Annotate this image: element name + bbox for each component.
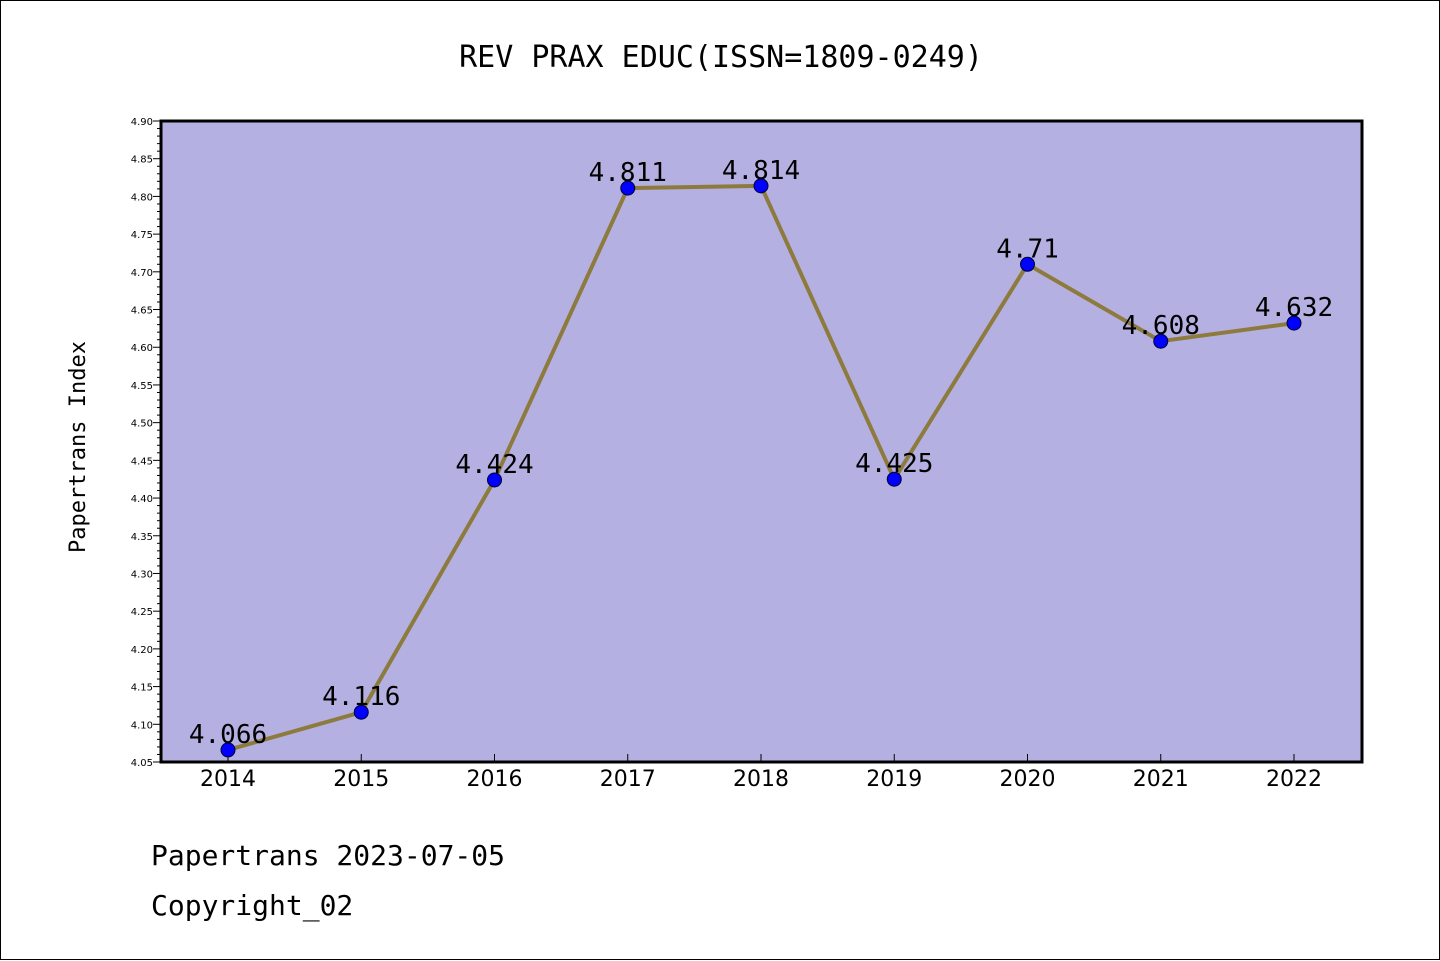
data-label: 4.632 [1255,293,1333,323]
y-tick-label: 4.85 [131,155,153,166]
y-tick-label: 4.75 [131,230,153,241]
data-label: 4.066 [189,720,267,750]
x-tick-label: 2014 [200,767,256,792]
x-tick-label: 2021 [1133,767,1189,792]
x-tick-label: 2015 [333,767,389,792]
y-tick-label: 4.70 [131,268,153,279]
data-point [1020,256,1035,272]
data-point [753,178,769,194]
y-tick-label: 4.05 [131,758,153,769]
data-point [487,472,502,488]
y-tick-label: 4.40 [131,494,153,505]
y-tick-label: 4.30 [131,569,153,580]
y-tick-label: 4.25 [131,607,153,618]
x-tick-label: 2017 [600,767,656,792]
y-tick-label: 4.90 [131,117,153,128]
y-tick-label: 4.65 [131,306,153,317]
data-point [620,180,636,196]
x-tick-label: 2018 [733,767,789,792]
y-tick-label: 4.55 [131,381,153,392]
plot-area [161,121,1362,762]
y-tick-label: 4.35 [131,532,153,543]
data-label: 4.608 [1122,311,1200,341]
x-tick-label: 2019 [866,767,922,792]
chart-title: REV PRAX EDUC(ISSN=1809-0249) [459,40,983,75]
data-label: 4.814 [722,156,800,186]
data-point [1286,315,1302,331]
data-point [353,704,369,720]
footer-copyright: Copyright_02 [151,889,353,923]
data-point [220,742,236,758]
y-tick-label: 4.15 [131,683,153,694]
data-label: 4.424 [455,450,533,480]
data-label: 4.425 [855,449,933,479]
ticks-layer: 4.05 4.10 4.15 4.20 4.25 4.30 4.35 4.40 4.45 4.50… [131,117,1322,792]
x-tick-label: 2016 [467,767,523,792]
data-label: 4.71 [996,234,1059,264]
data-point [1153,333,1169,349]
data-label: 4.811 [589,158,667,188]
y-tick-label: 4.60 [131,343,153,354]
x-tick-label: 2020 [1000,767,1056,792]
y-tick-label: 4.10 [131,720,153,731]
y-tick-label: 4.45 [131,456,153,467]
data-point [886,471,902,487]
y-tick-label: 4.50 [131,419,153,430]
data-label-layer: 4.066 4.116 4.424 4.811 4.814 4.425 4.71 4.608 4… [189,156,1333,750]
y-tick-label: 4.20 [131,645,153,656]
footer-date: Papertrans 2023-07-05 [151,839,505,872]
x-tick-label: 2022 [1266,767,1322,792]
y-tick-label: 4.80 [131,192,153,203]
y-axis-label: Papertrans Index [66,341,91,553]
marker-layer [220,178,1302,758]
plot-border [159,119,1364,764]
data-label: 4.116 [322,682,400,712]
